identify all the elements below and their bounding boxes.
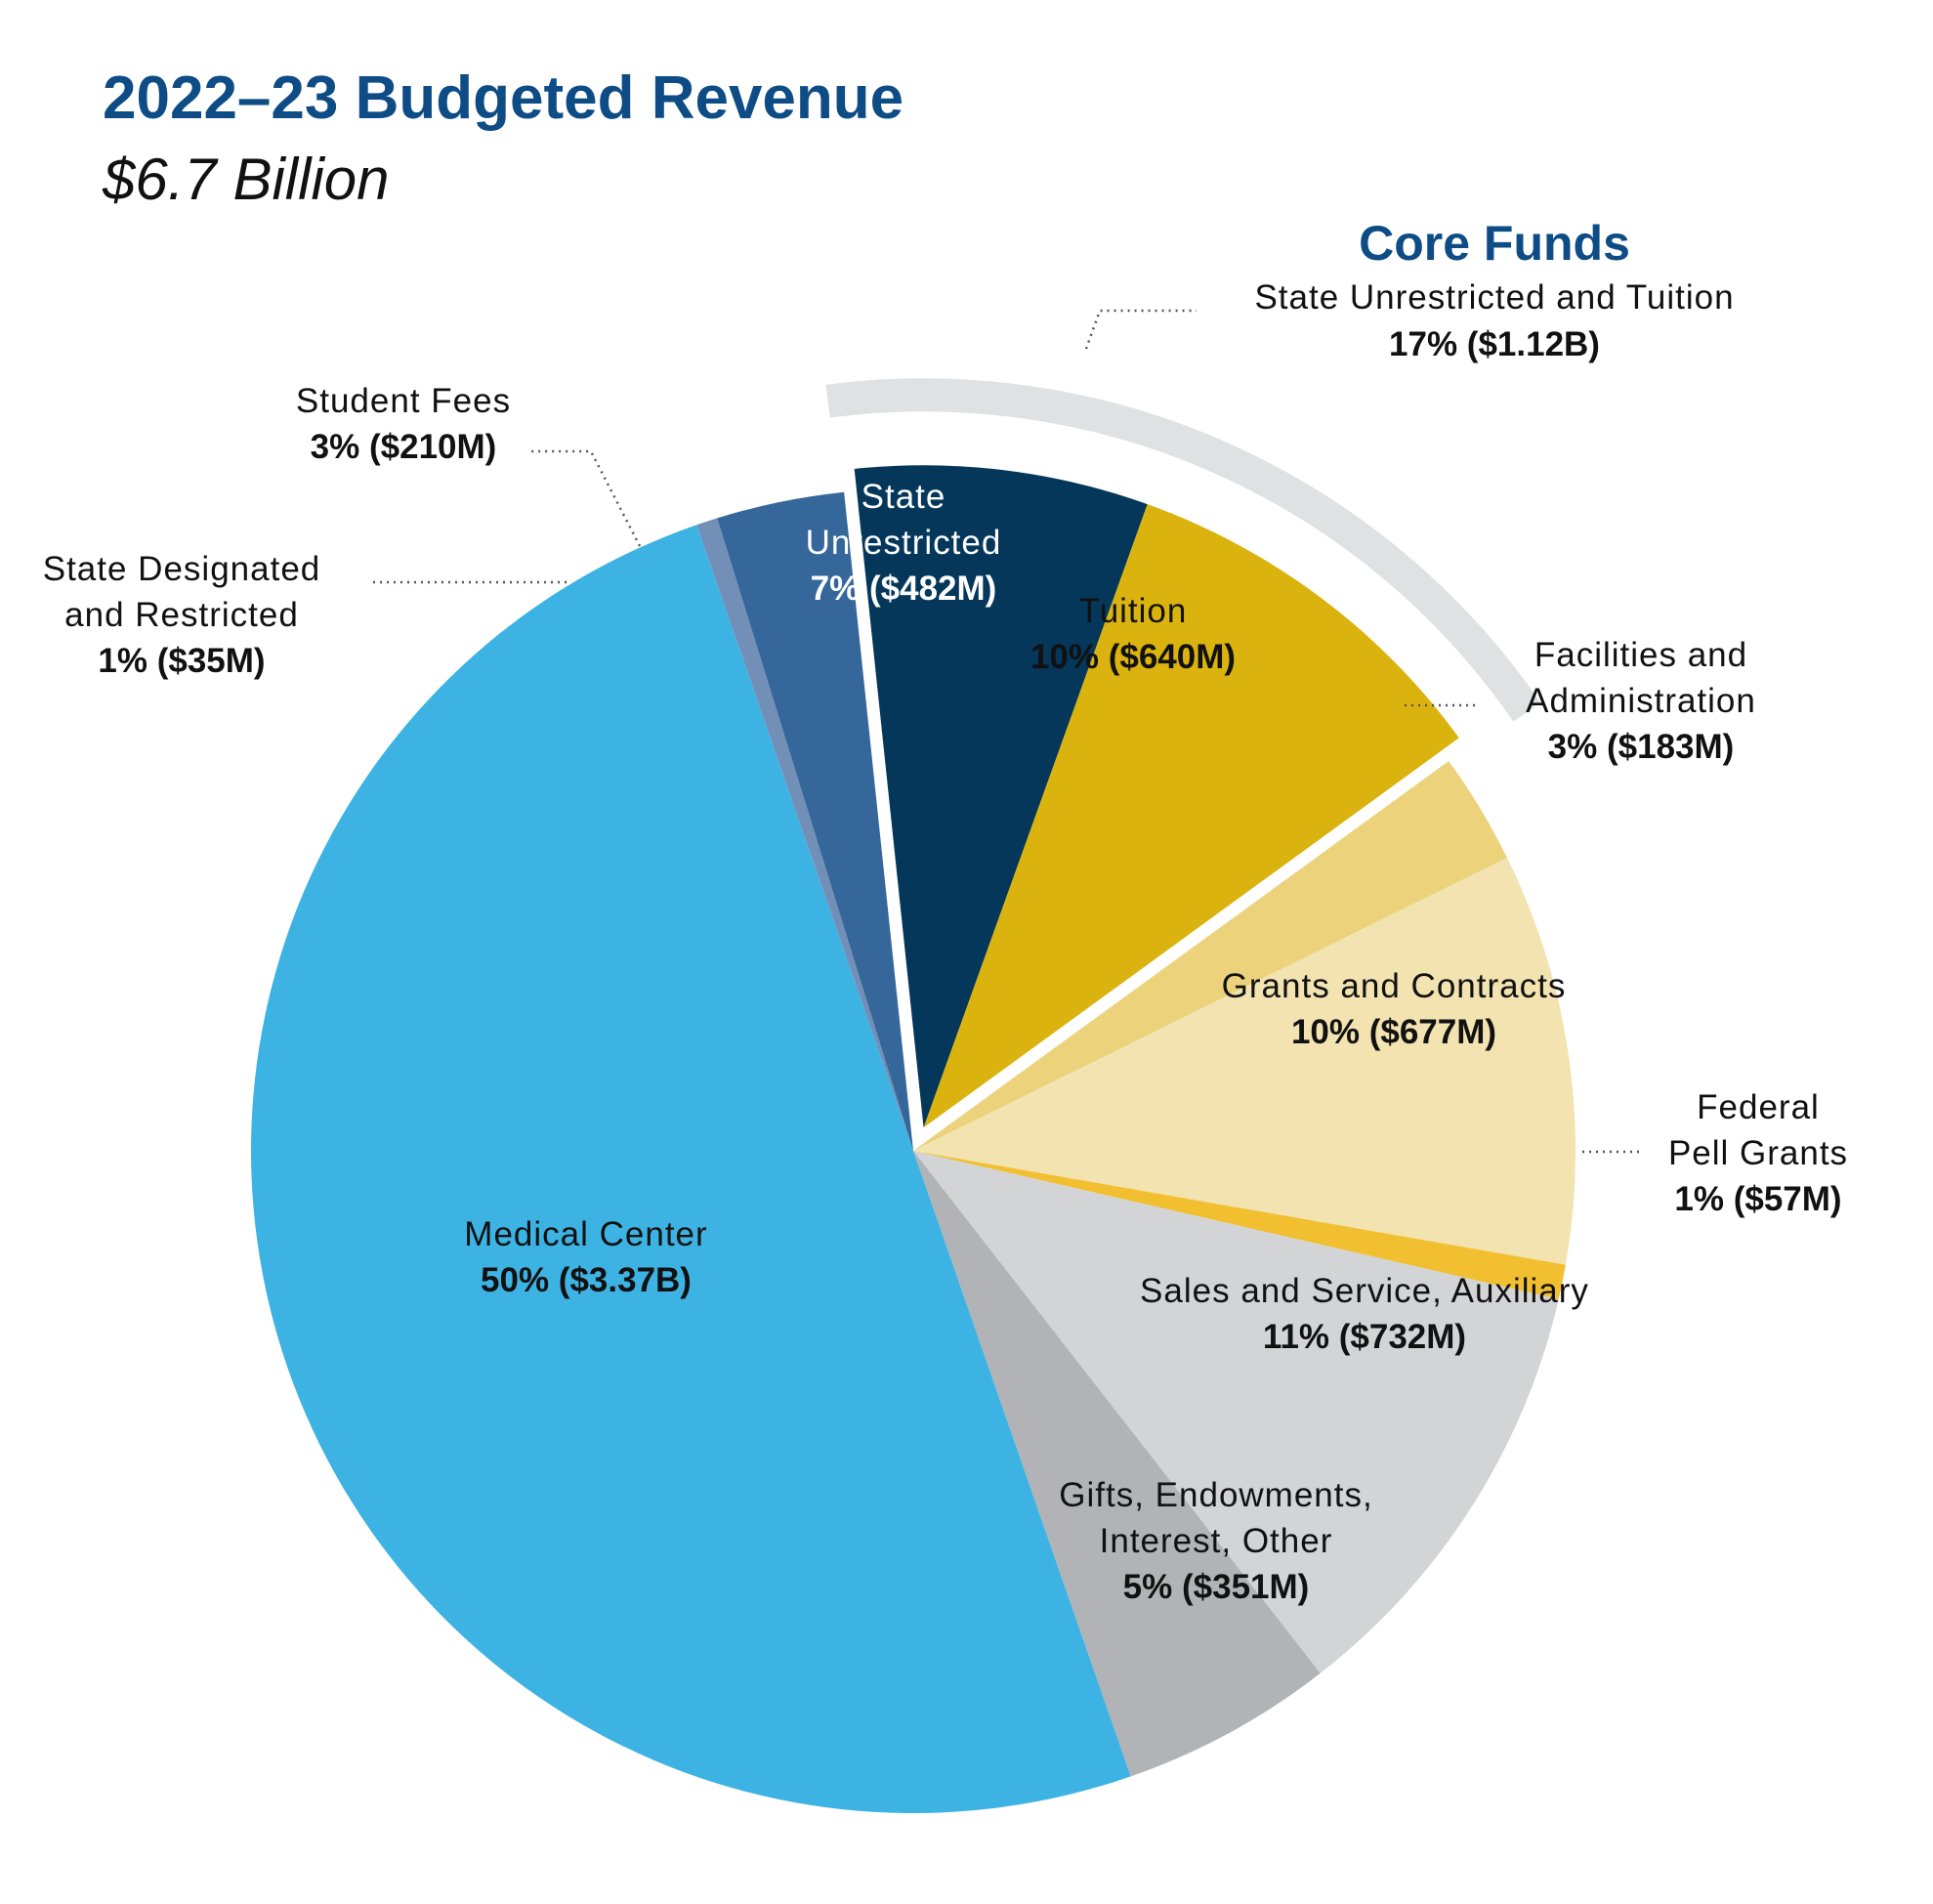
slice-grants	[913, 857, 1576, 1265]
slice-name-line: Grants and Contracts	[1222, 967, 1567, 1005]
slice-value: 5% ($351M)	[1123, 1568, 1310, 1606]
slice-value: 1% ($57M)	[1674, 1180, 1841, 1218]
slice-tuition-face	[923, 504, 1459, 1128]
slice-name-line: State Designated	[43, 550, 321, 588]
slice-state-unrestricted-face	[854, 465, 1148, 1128]
slice-value: 11% ($732M)	[1263, 1318, 1466, 1356]
chart-title: 2022–23 Budgeted Revenue	[103, 64, 903, 132]
core-funds-group-name: State Unrestricted and Tuition	[1254, 278, 1734, 317]
slice-name-line: Unrestricted	[806, 524, 1002, 562]
slice-name-line: Federal	[1697, 1088, 1820, 1126]
label-facilities: Facilities and Administration 3% ($183M)	[1526, 636, 1756, 766]
leader-core-funds	[1084, 309, 1197, 350]
slice-name-line: Interest, Other	[1100, 1522, 1333, 1560]
core-funds-heading: Core Funds	[1359, 216, 1630, 271]
slice-name-line: and Restricted	[64, 596, 299, 634]
leader-student-fees	[527, 449, 642, 547]
slice-student-fees	[717, 491, 913, 1152]
slice-labels: State Unrestricted 7% ($482M) Tuition 10% ($…	[43, 382, 1848, 1606]
slice-name-line: Facilities and	[1534, 636, 1747, 674]
pie-slices	[251, 455, 1576, 1813]
slice-name-line: Student Fees	[296, 382, 511, 420]
label-state-unrestricted: State Unrestricted 7% ($482M)	[806, 478, 1002, 608]
slice-value: 7% ($482M)	[811, 570, 997, 608]
slice-value: 3% ($210M)	[311, 428, 497, 466]
label-pell: Federal Pell Grants 1% ($57M)	[1668, 1088, 1848, 1218]
slice-state-designated	[696, 518, 913, 1151]
label-tuition: Tuition 10% ($640M)	[1030, 592, 1236, 676]
slice-name-line: Tuition	[1079, 592, 1188, 630]
slice-facilities	[913, 761, 1507, 1151]
slice-name-line: Sales and Service, Auxiliary	[1140, 1272, 1589, 1310]
slice-value: 10% ($677M)	[1291, 1013, 1496, 1051]
core-funds-bracket	[825, 378, 1541, 722]
core-funds-arc	[825, 378, 1541, 722]
label-student-fees: Student Fees 3% ($210M)	[296, 382, 511, 466]
slice-gifts	[913, 1151, 1321, 1777]
chart-subtitle: $6.7 Billion	[102, 147, 390, 212]
label-gifts: Gifts, Endowments, Interest, Other 5% ($35…	[1059, 1476, 1372, 1606]
slice-name-line: Pell Grants	[1668, 1134, 1848, 1172]
leader-lines	[369, 309, 1641, 1154]
label-sales: Sales and Service, Auxiliary 11% ($732M)	[1140, 1272, 1589, 1356]
slice-name-line: Gifts, Endowments,	[1059, 1476, 1372, 1514]
slice-name-line: State	[861, 478, 946, 516]
slice-value: 1% ($35M)	[98, 642, 265, 680]
label-state-designated: State Designated and Restricted 1% ($35M)	[43, 550, 321, 680]
slice-pell	[913, 1151, 1566, 1300]
slice-value: 3% ($183M)	[1548, 728, 1735, 766]
slice-name-line: Medical Center	[464, 1215, 707, 1253]
slice-name-line: Administration	[1526, 682, 1756, 720]
label-grants: Grants and Contracts 10% ($677M)	[1222, 967, 1567, 1051]
label-medical: Medical Center 50% ($3.37B)	[464, 1215, 707, 1299]
slice-sales	[913, 1151, 1559, 1673]
core-funds-group-value: 17% ($1.12B)	[1389, 325, 1600, 363]
slice-medical	[251, 525, 1131, 1813]
slice-value: 50% ($3.37B)	[481, 1261, 692, 1299]
slice-value: 10% ($640M)	[1030, 638, 1236, 676]
